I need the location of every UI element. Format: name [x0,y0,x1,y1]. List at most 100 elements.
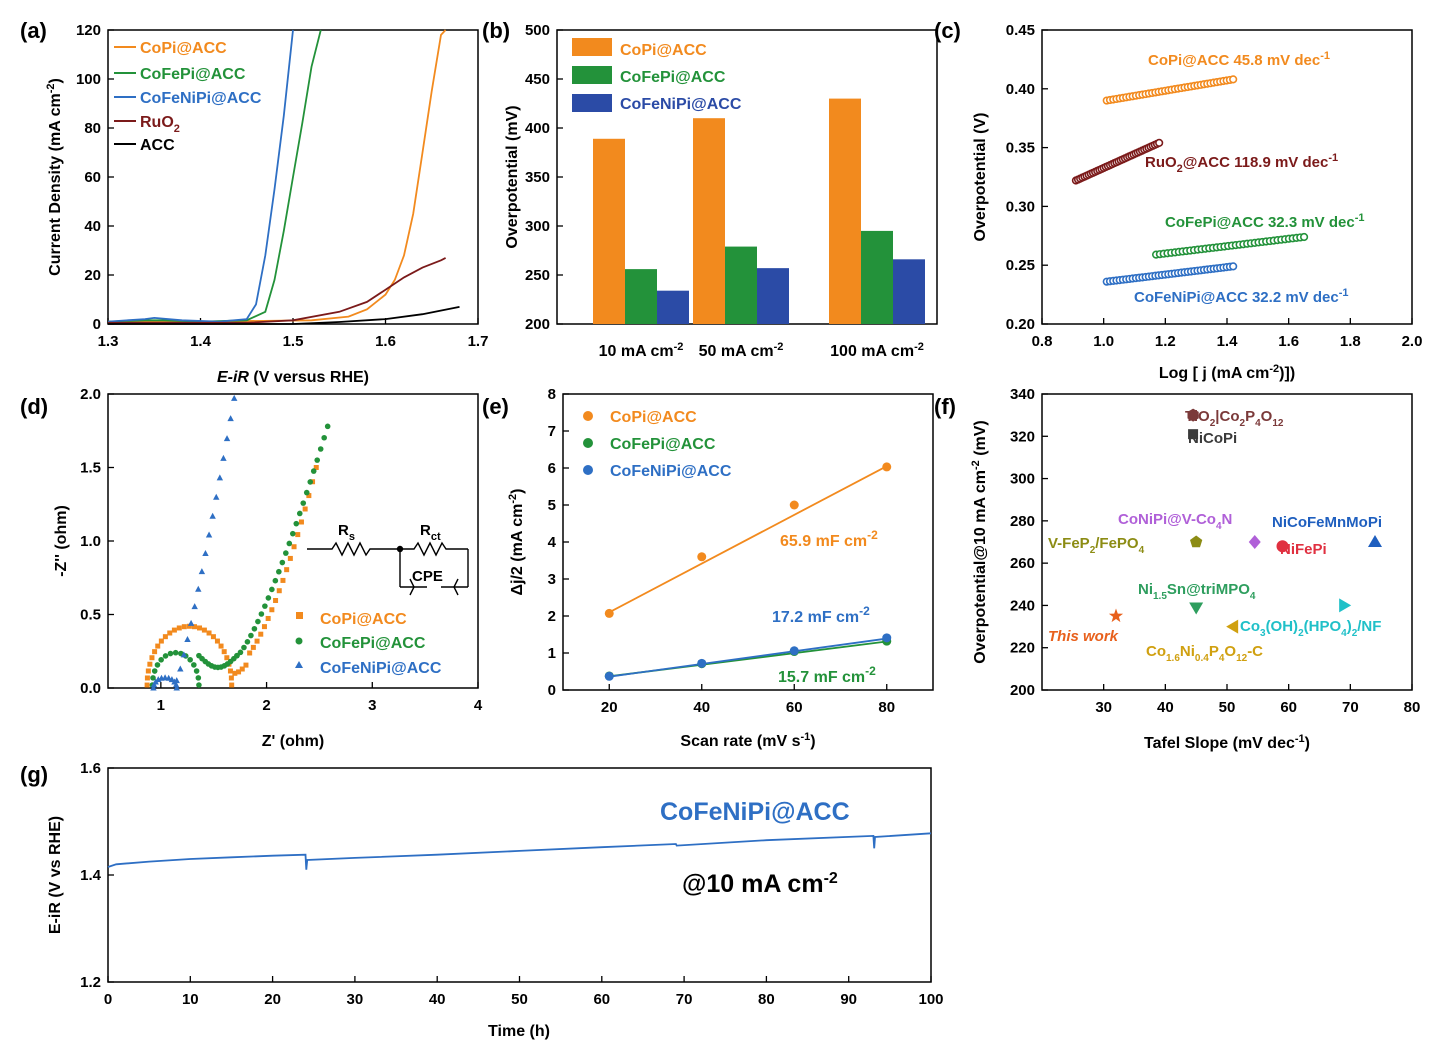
nyquist-point-copi [191,624,197,630]
nyquist-point-copi [313,465,319,470]
x-tick-label: 100 [918,991,943,1008]
nyquist-point-cofepi [167,650,174,657]
y-tick-label: 200 [525,316,550,333]
panel-label-c: (c) [934,18,961,43]
nyquist-point-cofenipi [220,454,227,461]
label-vfep2: V-FeP2/FePO4 [1048,535,1145,556]
nyquist-point-cofepi [244,639,251,645]
nyquist-point-cofepi [150,675,156,681]
y-tick-label: 0.25 [1006,257,1035,274]
cdl-point-CoFeNiPi@ACC [697,658,707,668]
y-tick-label: 100 [76,71,101,88]
nyquist-point-copi [218,643,224,649]
x-tick-label: 40 [1157,699,1174,716]
stability-line [107,832,932,870]
nyquist-point-cofepi [195,675,202,681]
tafel-point [1155,138,1164,147]
axis-label-x: E-iR (V versus RHE) [217,369,369,386]
legend: CoPi@ACC CoFePi@ACC CoFeNiPi@ACC [295,611,442,677]
label-conipi: CoNiPi@V-Co4N [1118,511,1232,532]
x-tick-label: 2.0 [1402,333,1423,350]
y-tick-label: 340 [1010,386,1035,403]
y-tick-label: 350 [525,169,550,186]
label-nicofemnmopi: NiCoFeMnMoPi [1272,514,1382,531]
axis-label-y: E-iR (V vs RHE) [47,816,64,934]
legend-acc: ACC [140,137,175,154]
cdl-point-CoPi@ACC [604,608,614,618]
x-tick-label: 1.0 [1093,333,1114,350]
series-line-RuO2 [108,257,447,324]
panel-label-d: (d) [20,394,48,419]
nyquist-point-copi [232,670,238,676]
nyquist-point-copi [276,588,282,594]
y-tick-label: 1.4 [80,867,102,884]
tafel-point [1229,75,1238,84]
nyquist-point-cofenipi [195,585,202,592]
x-category-label: 10 mA cm-2 [599,341,684,360]
panel-label-g: (g) [20,762,48,787]
y-tick-label: 0.30 [1006,198,1035,215]
x-tick-label: 10 [182,991,199,1008]
x-tick-label: 2 [262,697,270,714]
x-tick-label: 0 [104,991,112,1008]
nyquist-point-cofepi [314,457,321,463]
nyquist-point-cofepi [251,625,258,632]
x-tick-label: 80 [878,699,895,716]
nyquist-point-copi [250,644,256,650]
panel-label-b: (b) [482,18,510,43]
x-tick-label: 80 [758,991,775,1008]
y-tick-label: 0.5 [80,607,101,624]
nyquist-point-cofepi [265,595,272,601]
x-tick-label: 70 [1342,699,1359,716]
nyquist-point-copi [144,675,150,681]
y-tick-label: 1.6 [80,760,101,777]
stability-condition: @10 mA cm-2 [682,870,838,898]
y-tick-label: 7 [548,423,556,440]
y-tick-label: 450 [525,71,550,88]
nyquist-point-copi [291,544,297,550]
axis-label-y: -Z'' (ohm) [53,505,70,577]
nyquist-point-copi [227,668,233,674]
legend-cofenipi: CoFeNiPi@ACC [620,96,742,113]
label-nifepi: NiFePi [1280,541,1327,558]
nyquist-point-cofepi [283,550,289,556]
nyquist-point-cofepi [258,611,265,617]
y-tick-label: 260 [1010,555,1035,572]
nyquist-point-copi [214,638,220,644]
label-co16: Co1.6Ni0.4P4O12-C [1146,643,1263,664]
axis-label-x: Tafel Slope (mV dec-1) [1144,733,1310,752]
bar-CoPi@ACC-1 [693,118,725,324]
nyquist-point-copi [306,493,312,499]
x-tick-label: 30 [347,991,364,1008]
nyquist-point-copi [221,649,227,655]
x-tick-label: 60 [593,991,610,1008]
y-tick-label: 300 [1010,471,1035,488]
marker-triangle-left [1226,619,1239,634]
x-tick-label: 40 [429,991,446,1008]
nyquist-point-copi [298,519,304,525]
nyquist-point-copi [229,682,235,688]
cdl-point-CoPi@ACC [789,500,799,510]
panel-label-a: (a) [20,18,47,43]
nyquist-point-cofepi [296,510,303,517]
nyquist-point-copi [273,597,279,603]
legend-cofepi: CoFePi@ACC [610,436,716,453]
nyquist-point-copi [228,675,234,681]
bar-CoFePi@ACC-2 [861,230,893,324]
y-tick-label: 0 [93,316,101,333]
y-tick-label: 3 [548,571,556,588]
nyquist-point-cofenipi [150,684,157,691]
legend-cofenipi: CoFeNiPi@ACC [320,660,442,677]
fit-line-CoPi@ACC [608,465,888,614]
axis-label-y: Overpotential@10 mA cm-2 (mV) [970,420,989,664]
y-tick-label: 120 [76,22,101,39]
nyquist-point-copi [176,625,182,631]
y-tick-label: 0.0 [80,680,101,697]
nyquist-point-cofepi [272,577,279,584]
nyquist-point-copi [197,625,203,631]
tafel-label-cofenipi: CoFeNiPi@ACC 32.2 mV dec-1 [1134,287,1348,306]
nyquist-point-copi [239,666,245,672]
nyquist-point-cofepi [241,644,247,651]
legend: CoPi@ACC CoFePi@ACC CoFeNiPi@ACC [583,409,732,480]
